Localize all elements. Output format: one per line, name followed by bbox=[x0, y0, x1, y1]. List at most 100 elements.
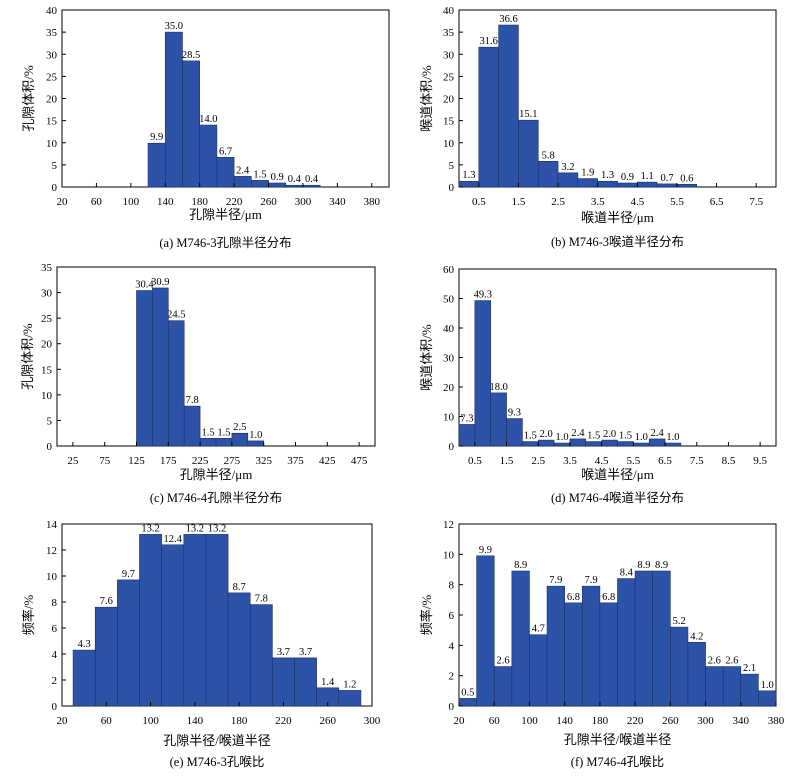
chart-3-bar bbox=[183, 405, 201, 447]
chart-5-x-tick-label: 220 bbox=[275, 715, 292, 727]
chart-6-y-tick-label: 8 bbox=[449, 580, 455, 592]
chart-6-data-label: 2.6 bbox=[496, 656, 509, 667]
chart-6-bar bbox=[705, 666, 724, 707]
chart-5-bar bbox=[94, 606, 118, 707]
chart-5-bar bbox=[249, 604, 273, 707]
chart-4-bar bbox=[490, 392, 507, 447]
chart-3-x-tick-label: 125 bbox=[128, 455, 145, 467]
chart-6-bar bbox=[634, 570, 654, 707]
chart-2-y-tick-label: 35 bbox=[443, 27, 455, 39]
chart-4-bar bbox=[569, 438, 587, 447]
chart-2-data-label: 0.6 bbox=[680, 173, 693, 184]
chart-5-y-tick-label: 2 bbox=[52, 675, 58, 687]
chart-4-data-label: 2.4 bbox=[651, 428, 665, 439]
chart-5-bar bbox=[139, 534, 162, 707]
chart-5-x-tick-label: 140 bbox=[187, 715, 204, 727]
chart-1-y-axis-label: 孔隙体积/% bbox=[21, 65, 36, 132]
chart-6-x-axis-label: 孔隙半径/喉道半径 bbox=[564, 732, 672, 747]
chart-3-bar bbox=[247, 440, 265, 447]
chart-6-bar bbox=[758, 690, 777, 707]
chart-4-data-label: 1.5 bbox=[619, 431, 632, 442]
chart-4-x-tick-label: 7.5 bbox=[690, 455, 704, 467]
chart-4-data-label: 2.0 bbox=[540, 429, 553, 440]
chart-1-y-tick-label: 40 bbox=[46, 5, 58, 17]
chart-3-data-label: 24.5 bbox=[167, 310, 185, 321]
chart-3-y-axis-label: 孔隙体积/% bbox=[20, 323, 35, 390]
chart-2-data-label: 31.6 bbox=[480, 36, 498, 47]
chart-6-data-label: 1.0 bbox=[761, 680, 774, 691]
chart-6-data-label: 7.9 bbox=[585, 575, 598, 586]
chart-3-y-tick-label: 15 bbox=[41, 364, 53, 376]
chart-1-x-tick-label: 140 bbox=[157, 196, 174, 208]
chart-1-data-label: 6.7 bbox=[219, 146, 232, 157]
chart-3-x-tick-label: 475 bbox=[351, 455, 368, 467]
chart-4-y-tick-label: 0 bbox=[449, 441, 455, 453]
chart-6-y-tick-label: 2 bbox=[449, 671, 455, 683]
chart-5-caption: (e) M746-3孔喉比 bbox=[170, 755, 265, 769]
chart-6-bar bbox=[511, 570, 530, 707]
chart-4-x-axis-label: 喉道半径/μm bbox=[581, 467, 654, 482]
chart-2-data-label: 1.3 bbox=[462, 170, 475, 181]
chart-2-x-tick-label: 1.5 bbox=[512, 196, 526, 208]
chart-3-data-label: 7.8 bbox=[186, 395, 199, 406]
chart-2-data-label: 1.1 bbox=[641, 171, 654, 182]
chart-4-bar bbox=[458, 424, 476, 447]
chart-5-y-tick-label: 8 bbox=[52, 597, 58, 609]
chart-2-bar bbox=[498, 24, 519, 188]
chart-1-x-tick-label: 220 bbox=[226, 196, 243, 208]
chart-6-caption: (f) M746-4孔喉比 bbox=[571, 755, 664, 769]
chart-2-data-label: 0.9 bbox=[621, 172, 634, 183]
chart-2-bar bbox=[676, 184, 698, 188]
chart-6-data-label: 2.6 bbox=[708, 656, 721, 667]
chart-4-x-tick-label: 4.5 bbox=[595, 455, 609, 467]
chart-3-bar bbox=[152, 287, 169, 447]
chart-5-data-label: 7.6 bbox=[100, 596, 113, 607]
chart-2-bar bbox=[458, 180, 480, 188]
chart-6-y-tick-label: 12 bbox=[443, 519, 454, 531]
chart-3-data-label: 1.5 bbox=[201, 427, 214, 438]
chart-3-y-tick-label: 0 bbox=[47, 441, 53, 453]
chart-1-bar bbox=[251, 180, 269, 188]
chart-3-x-tick-label: 425 bbox=[319, 455, 336, 467]
chart-5-bar bbox=[117, 579, 140, 707]
chart-5-x-tick-label: 20 bbox=[57, 715, 69, 727]
chart-2-x-axis-label: 喉道半径/μm bbox=[581, 210, 654, 225]
chart-6-bar bbox=[529, 634, 548, 707]
chart-2-x-tick-label: 5.5 bbox=[670, 196, 684, 208]
chart-3-x-tick-label: 75 bbox=[99, 455, 111, 467]
chart-5-x-tick-label: 300 bbox=[364, 715, 381, 727]
chart-6-y-tick-label: 4 bbox=[449, 640, 455, 652]
chart-6-x-tick-label: 60 bbox=[489, 715, 501, 727]
chart-4-bar bbox=[585, 441, 602, 447]
chart-3-bar bbox=[215, 438, 233, 447]
chart-4-x-tick-label: 3.5 bbox=[563, 455, 577, 467]
chart-1-data-label: 9.9 bbox=[150, 132, 163, 143]
chart-5-data-label: 13.2 bbox=[208, 523, 226, 534]
chart-5-bar bbox=[272, 657, 295, 707]
chart-6-x-tick-label: 260 bbox=[662, 715, 679, 727]
chart-1-x-tick-label: 260 bbox=[260, 196, 277, 208]
chart-1-bar bbox=[164, 31, 183, 188]
chart-1-bar bbox=[302, 184, 321, 188]
chart-4-x-tick-label: 8.5 bbox=[722, 455, 736, 467]
chart-4-y-axis-label: 喉道体积/% bbox=[419, 324, 434, 391]
chart-3-caption: (c) M746-4孔隙半径分布 bbox=[150, 491, 282, 505]
chart-6-bar bbox=[581, 585, 601, 707]
chart-2-bar bbox=[518, 119, 539, 188]
chart-6-data-label: 0.5 bbox=[461, 687, 474, 698]
chart-2-x-tick-label: 0.5 bbox=[472, 196, 486, 208]
chart-5-x-tick-label: 60 bbox=[101, 715, 113, 727]
chart-4-data-label: 2.4 bbox=[571, 428, 585, 439]
chart-2-bar bbox=[478, 46, 499, 188]
chart-1-data-label: 28.5 bbox=[182, 50, 200, 61]
chart-2-bar bbox=[577, 178, 598, 188]
chart-6-bar bbox=[599, 602, 618, 707]
chart-3-y-tick-label: 10 bbox=[41, 390, 53, 402]
chart-4-bar bbox=[522, 441, 539, 447]
chart-6-y-axis-label: 频率/% bbox=[419, 595, 434, 636]
chart-5-y-tick-label: 12 bbox=[46, 545, 57, 557]
chart-4-bar bbox=[537, 439, 555, 447]
chart-6-data-label: 8.9 bbox=[637, 560, 650, 571]
chart-2-y-tick-label: 25 bbox=[443, 71, 455, 83]
